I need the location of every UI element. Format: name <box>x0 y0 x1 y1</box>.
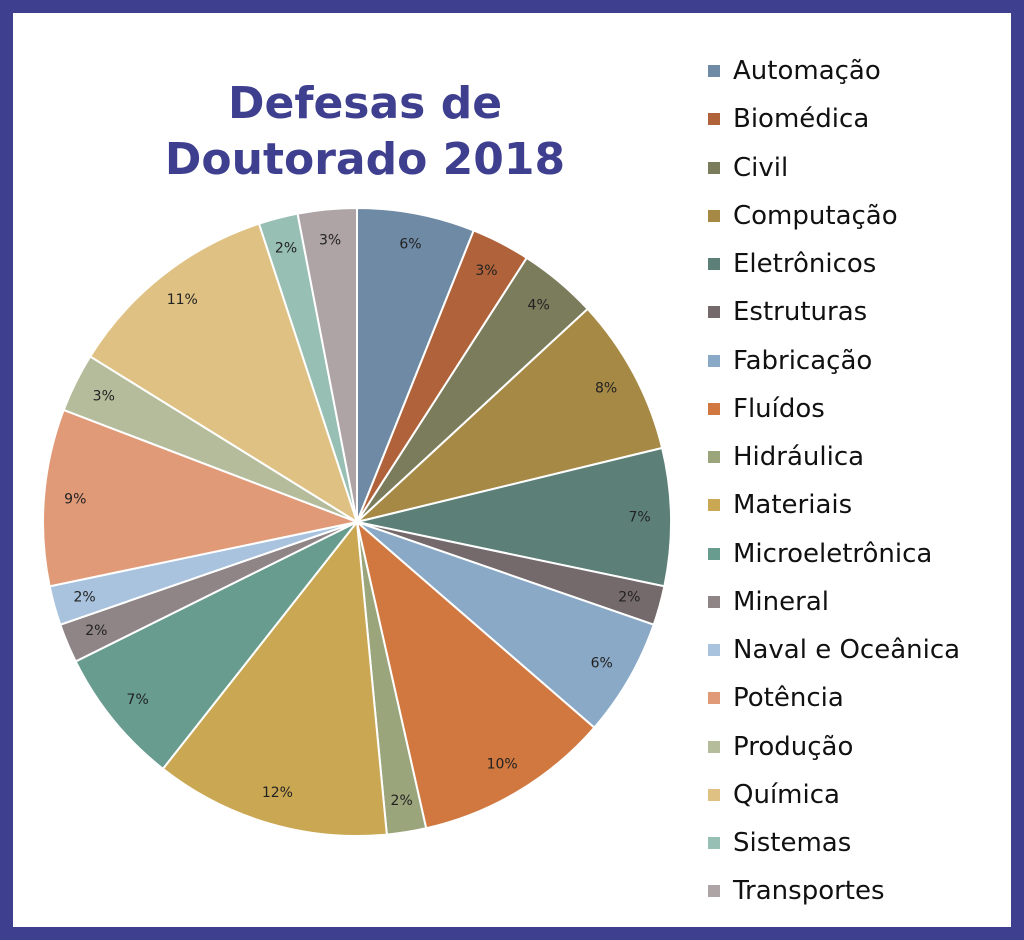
legend-swatch <box>708 306 720 319</box>
chart-legend: Automação Biomédica Civil Computação Eletrôn… <box>708 47 960 916</box>
legend-item-biomedica: Biomédica <box>708 95 960 143</box>
legend-swatch <box>708 65 720 78</box>
legend-label: Civil <box>733 152 789 183</box>
legend-label: Microeletrônica <box>733 538 933 569</box>
legend-label: Automação <box>733 56 881 87</box>
legend-item-potencia: Potência <box>708 674 960 722</box>
legend-swatch <box>708 354 720 367</box>
legend-label: Materiais <box>733 490 853 521</box>
legend-swatch <box>708 788 720 801</box>
legend-item-civil: Civil <box>708 144 960 192</box>
legend-swatch <box>708 113 720 126</box>
legend-item-eletronicos: Eletrônicos <box>708 240 960 288</box>
legend-item-estruturas: Estruturas <box>708 288 960 336</box>
pie-slice-fluidos <box>355 519 596 830</box>
pie-data-label-microeletronica: 7% <box>127 692 149 708</box>
pie-slice-fabricacao <box>356 521 656 730</box>
pie-data-label-biomedica: 3% <box>475 263 497 279</box>
pie-data-label-transportes: 3% <box>319 233 341 249</box>
legend-swatch <box>708 161 720 174</box>
legend-item-microeletronica: Microeletrônica <box>708 530 960 578</box>
legend-item-mineral: Mineral <box>708 578 960 626</box>
legend-label: Fluídos <box>733 393 825 424</box>
pie-slice-eletronicos <box>356 446 672 588</box>
pie-slice-materiais <box>161 519 388 837</box>
legend-label: Biomédica <box>733 104 870 135</box>
legend-label: Naval e Oceânica <box>733 635 961 666</box>
legend-label: Transportes <box>733 876 885 907</box>
pie-data-label-naval-e-oceanica: 2% <box>74 589 96 605</box>
pie-slice-potencia <box>42 408 361 588</box>
legend-swatch <box>708 258 720 271</box>
legend-item-computacao: Computação <box>708 192 960 240</box>
pie-slice-computacao <box>353 307 664 524</box>
legend-swatch <box>708 692 720 705</box>
legend-item-fabricacao: Fabricação <box>708 337 960 385</box>
pie-data-label-hidraulica: 2% <box>391 793 413 809</box>
legend-label: Mineral <box>733 586 829 617</box>
legend-item-transportes: Transportes <box>708 867 960 915</box>
pie-slice-transportes <box>296 206 358 523</box>
legend-label: Eletrônicos <box>733 249 877 280</box>
legend-label: Produção <box>733 731 854 762</box>
pie-data-label-fluidos: 10% <box>487 756 518 772</box>
legend-swatch <box>708 740 720 753</box>
pie-data-label-materiais: 12% <box>262 785 293 801</box>
legend-label: Potência <box>733 683 844 714</box>
legend-label: Estruturas <box>733 297 868 328</box>
pie-data-label-estruturas: 2% <box>618 589 640 605</box>
legend-swatch <box>708 209 720 222</box>
pie-slice-microeletronica <box>74 521 358 771</box>
pie-data-label-mineral: 2% <box>85 623 107 639</box>
pie-data-label-civil: 4% <box>528 298 550 314</box>
legend-swatch <box>708 644 720 657</box>
legend-label: Hidráulica <box>733 442 865 473</box>
legend-item-quimica: Química <box>708 771 960 819</box>
pie-data-label-eletronicos: 7% <box>628 510 650 526</box>
legend-item-naval-e-oceanica: Naval e Oceânica <box>708 626 960 674</box>
pie-data-label-quimica: 11% <box>167 292 198 308</box>
pie-data-label-potencia: 9% <box>64 492 86 508</box>
pie-data-label-fabricacao: 6% <box>591 655 613 671</box>
legend-label: Fabricação <box>733 345 873 376</box>
legend-swatch <box>708 837 720 850</box>
legend-item-sistemas: Sistemas <box>708 819 960 867</box>
pie-data-label-computacao: 8% <box>595 381 617 397</box>
legend-swatch <box>708 499 720 512</box>
chart-title-line-1: Defesas de <box>227 78 503 129</box>
chart-title: Defesas de Doutorado 2018 <box>150 76 580 188</box>
pie-slice-quimica <box>88 222 359 525</box>
legend-label: Sistemas <box>733 828 852 859</box>
pie-slice-automacao <box>356 206 476 523</box>
legend-item-fluidos: Fluídos <box>708 385 960 433</box>
legend-item-producao: Produção <box>708 723 960 771</box>
legend-item-automacao: Automação <box>708 47 960 95</box>
pie-data-label-producao: 3% <box>93 389 115 405</box>
legend-swatch <box>708 451 720 464</box>
legend-swatch <box>708 547 720 560</box>
chart-title-line-2: Doutorado 2018 <box>164 134 566 185</box>
legend-swatch <box>708 402 720 415</box>
legend-label: Computação <box>733 200 898 231</box>
legend-swatch <box>708 885 720 898</box>
legend-item-hidraulica: Hidráulica <box>708 433 960 481</box>
legend-swatch <box>708 595 720 608</box>
legend-item-materiais: Materiais <box>708 481 960 529</box>
pie-data-label-automacao: 6% <box>399 237 421 253</box>
pie-data-label-sistemas: 2% <box>275 240 297 256</box>
legend-label: Química <box>733 779 840 810</box>
